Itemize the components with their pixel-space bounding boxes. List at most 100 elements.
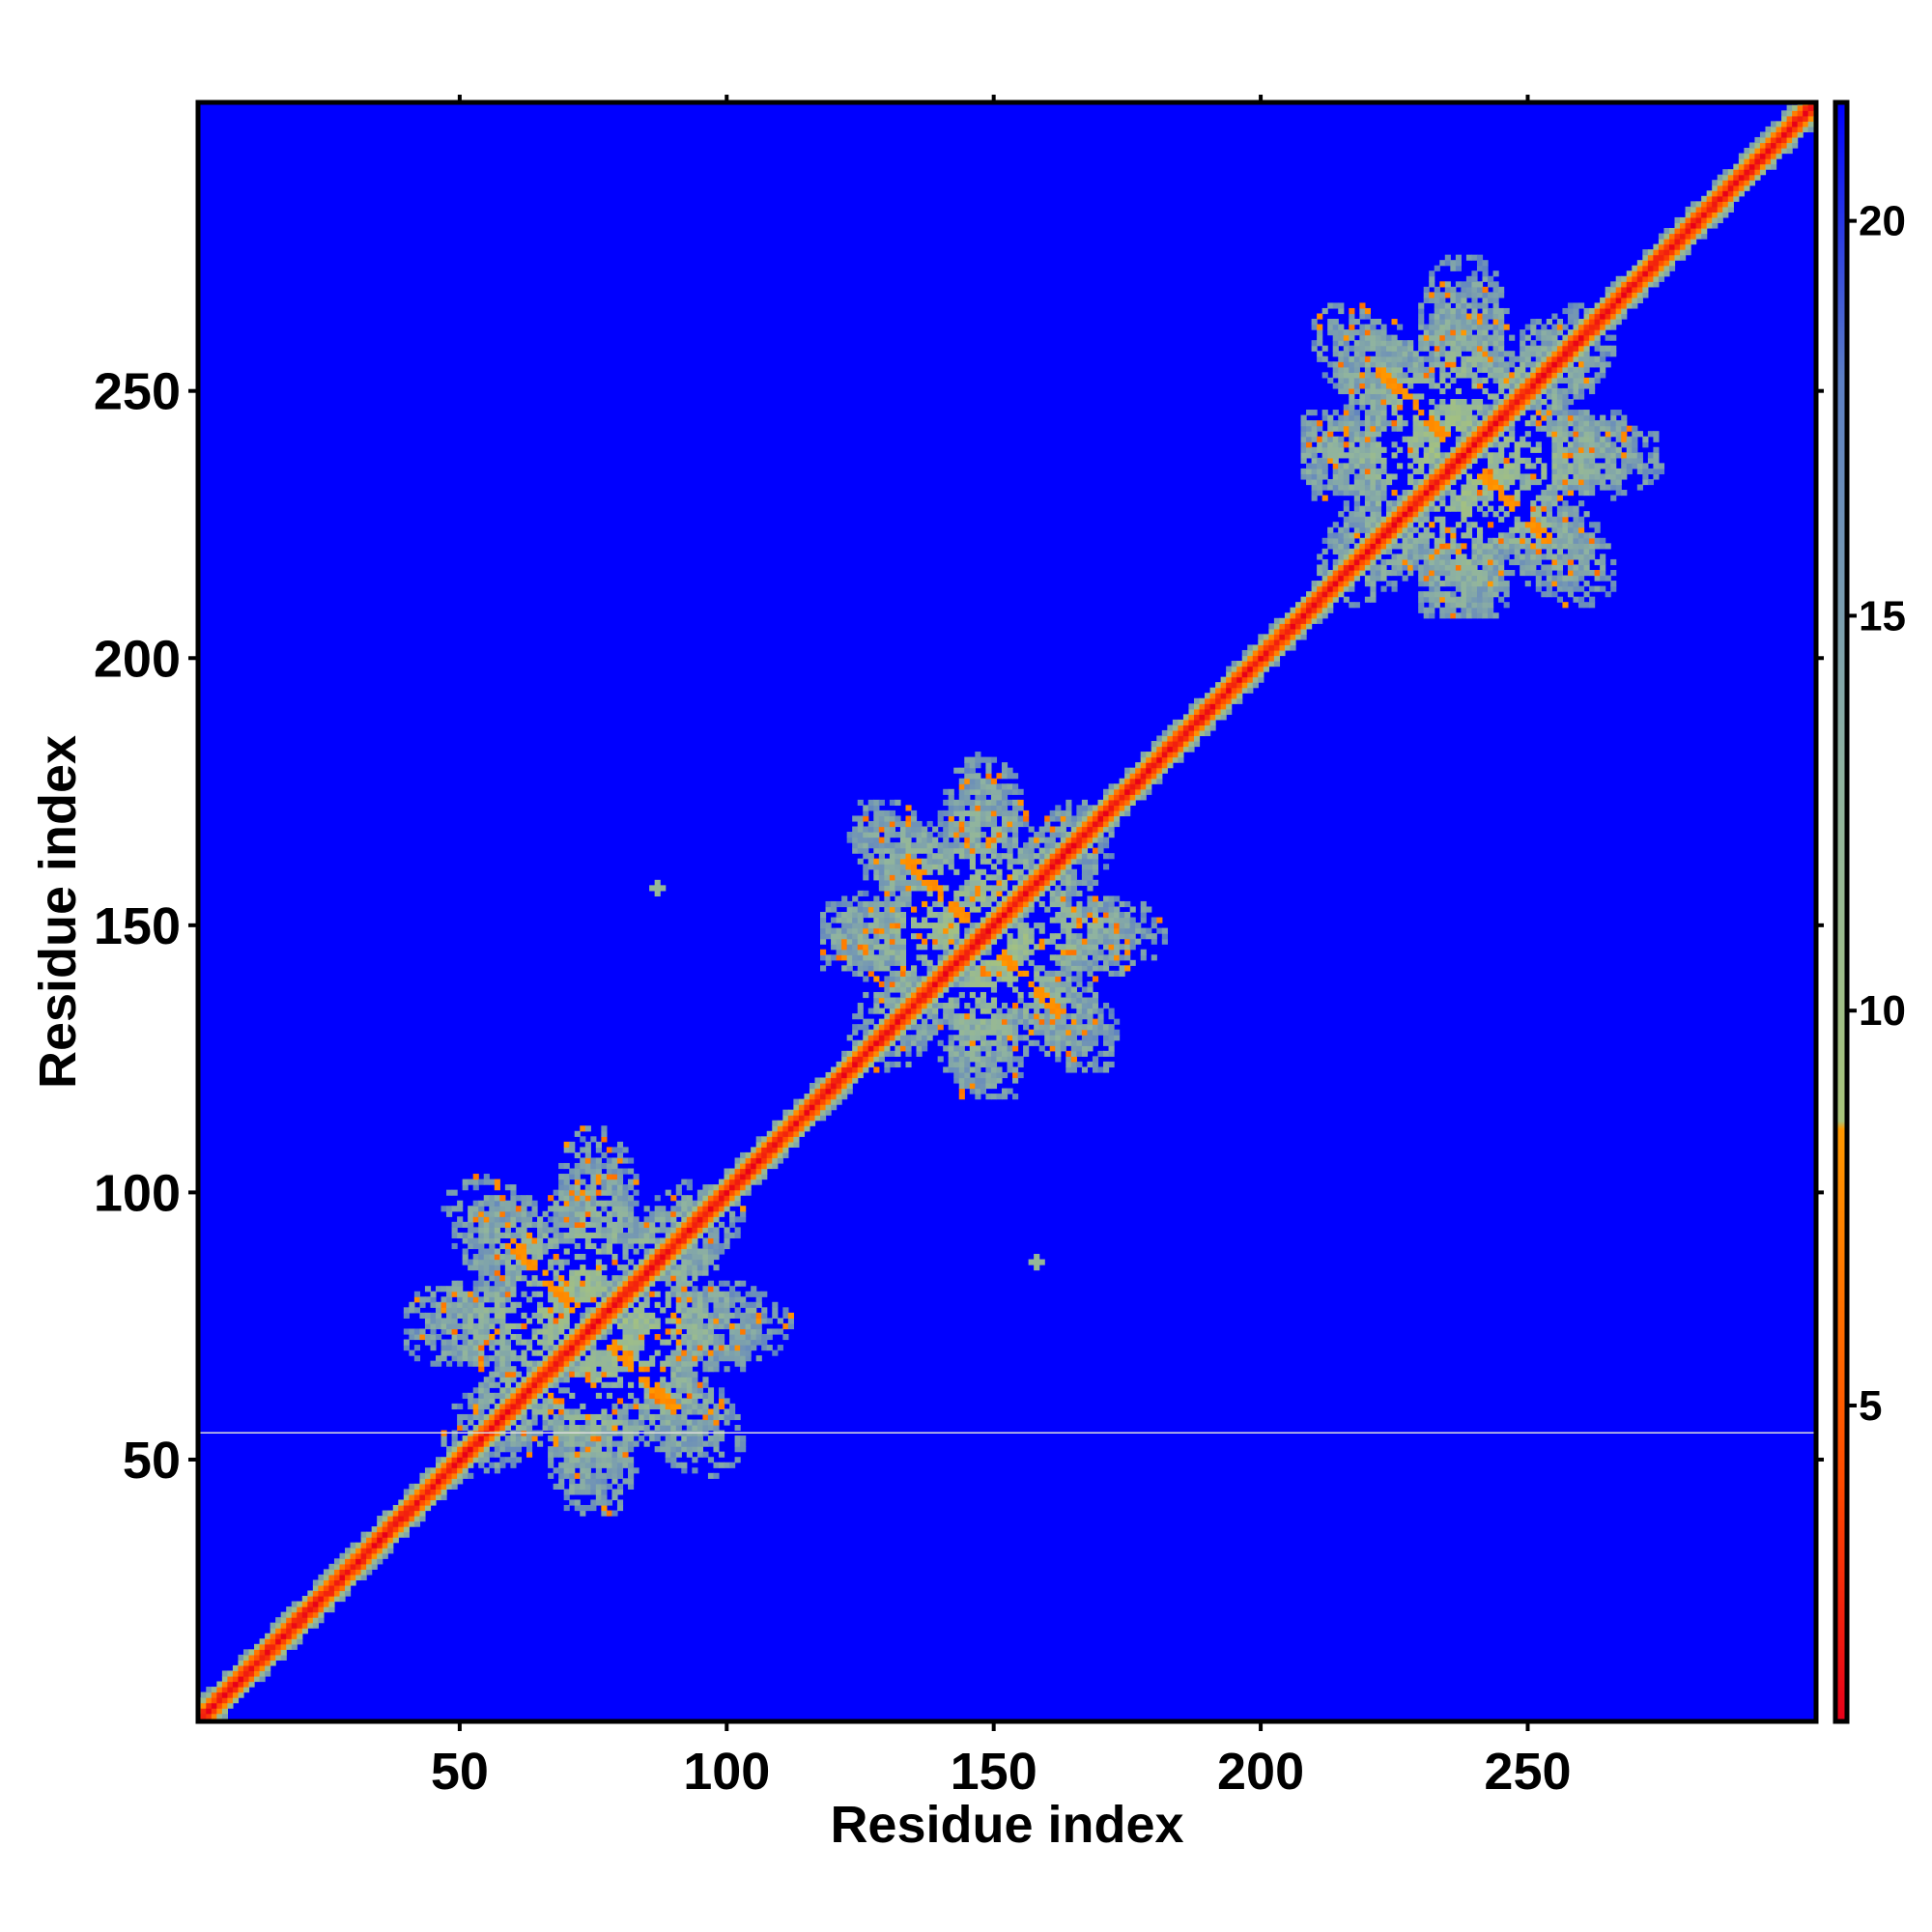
- domain-contact: [649, 1232, 656, 1239]
- domain-contact: [654, 1195, 661, 1202]
- domain-contact: [718, 1296, 725, 1303]
- domain-contact: [643, 1296, 650, 1303]
- diagonal-contact: [793, 1125, 800, 1132]
- diagonal-contact: [1706, 206, 1713, 213]
- diagonal-contact: [895, 1035, 901, 1041]
- diagonal-contact: [1573, 319, 1579, 326]
- domain-contact: [926, 837, 933, 843]
- domain-contact: [729, 1210, 736, 1217]
- domain-contact: [595, 1189, 602, 1196]
- domain-contact: [606, 1462, 613, 1468]
- domain-contact: [580, 1232, 586, 1239]
- diagonal-contact: [905, 1008, 912, 1014]
- diagonal-contact: [1621, 313, 1628, 320]
- domain-contact: [504, 1286, 511, 1293]
- diagonal-contact: [1471, 446, 1478, 453]
- domain-contact: [622, 1184, 629, 1191]
- diagonal-contact: [1151, 756, 1157, 763]
- domain-contact: [926, 923, 933, 929]
- domain-contact: [616, 1195, 624, 1202]
- diagonal-contact: [275, 1622, 282, 1629]
- domain-contact: [922, 847, 928, 854]
- domain-contact: [692, 1259, 698, 1265]
- diagonal-contact: [1049, 874, 1056, 881]
- domain-contact: [937, 820, 944, 828]
- diagonal-contact: [1407, 522, 1414, 528]
- diagonal-contact: [665, 1248, 671, 1255]
- diagonal-contact: [825, 1083, 832, 1090]
- diagonal-contact: [1450, 473, 1457, 480]
- domain-contact: [878, 879, 885, 886]
- diagonal-contact: [489, 1419, 496, 1426]
- diagonal-contact: [1605, 286, 1611, 293]
- diagonal-contact: [248, 1649, 255, 1656]
- domain-contact: [696, 1403, 704, 1410]
- diagonal-contact: [787, 1136, 794, 1143]
- domain-contact: [852, 912, 859, 919]
- domain-contact: [686, 1398, 693, 1405]
- diagonal-contact: [1781, 110, 1788, 117]
- diagonal-contact: [1482, 431, 1489, 438]
- domain-contact: [526, 1446, 533, 1453]
- domain-contact: [472, 1355, 479, 1362]
- domain-contact: [569, 1221, 576, 1228]
- domain-contact: [675, 1328, 682, 1335]
- domain-contact: [616, 1322, 624, 1330]
- domain-contact: [510, 1366, 517, 1373]
- domain-contact: [515, 1264, 523, 1271]
- domain-contact: [580, 1286, 586, 1293]
- diagonal-contact: [307, 1601, 314, 1607]
- domain-contact: [569, 1286, 576, 1293]
- diagonal-contact: [1668, 233, 1676, 240]
- diagonal-contact: [1727, 180, 1734, 186]
- domain-contact: [633, 1200, 639, 1207]
- diagonal-contact: [1284, 623, 1292, 630]
- domain-contact: [590, 1366, 597, 1373]
- diagonal-contact: [1049, 879, 1056, 886]
- domain-contact: [574, 1499, 581, 1506]
- domain-contact: [649, 1355, 656, 1362]
- diagonal-contact: [318, 1617, 325, 1624]
- domain-contact: [622, 1248, 629, 1255]
- domain-contact: [628, 1333, 635, 1341]
- domain-contact: [905, 815, 912, 822]
- diagonal-contact: [1231, 693, 1237, 699]
- domain-contact: [574, 1472, 581, 1479]
- domain-contact: [889, 944, 896, 951]
- domain-contact: [601, 1472, 608, 1479]
- domain-contact: [905, 842, 912, 849]
- domain-contact: [707, 1360, 715, 1367]
- domain-contact: [595, 1275, 602, 1282]
- diagonal-contact: [1402, 490, 1408, 497]
- domain-contact: [692, 1446, 698, 1453]
- diagonal-contact: [1621, 275, 1628, 282]
- domain-contact: [729, 1413, 736, 1421]
- diagonal-contact: [297, 1611, 303, 1618]
- diagonal-contact: [948, 980, 954, 988]
- diagonal-contact: [1722, 201, 1729, 208]
- diagonal-contact: [777, 1141, 783, 1148]
- diagonal-contact: [1182, 724, 1190, 731]
- diagonal-contact: [510, 1403, 517, 1410]
- domain-contact: [953, 868, 960, 875]
- diagonal-contact: [1124, 783, 1131, 790]
- domain-contact: [483, 1322, 490, 1330]
- domain-contact: [953, 1071, 960, 1079]
- domain-contact: [958, 1083, 965, 1090]
- domain-contact: [643, 1216, 650, 1223]
- diagonal-contact: [1092, 837, 1099, 843]
- diagonal-contact: [1562, 366, 1569, 373]
- domain-contact: [569, 1446, 576, 1453]
- diagonal-contact: [787, 1109, 794, 1116]
- domain-contact: [686, 1355, 693, 1362]
- diagonal-contact: [761, 1162, 768, 1170]
- domain-contact: [472, 1312, 479, 1319]
- diagonal-contact: [419, 1516, 426, 1522]
- diagonal-contact: [1161, 746, 1168, 753]
- diagonal-contact: [1535, 398, 1542, 406]
- diagonal-contact: [681, 1237, 688, 1244]
- domain-contact: [494, 1200, 500, 1207]
- diagonal-contact: [1465, 463, 1473, 469]
- diagonal-contact: [852, 1045, 859, 1052]
- diagonal-contact: [1321, 596, 1328, 603]
